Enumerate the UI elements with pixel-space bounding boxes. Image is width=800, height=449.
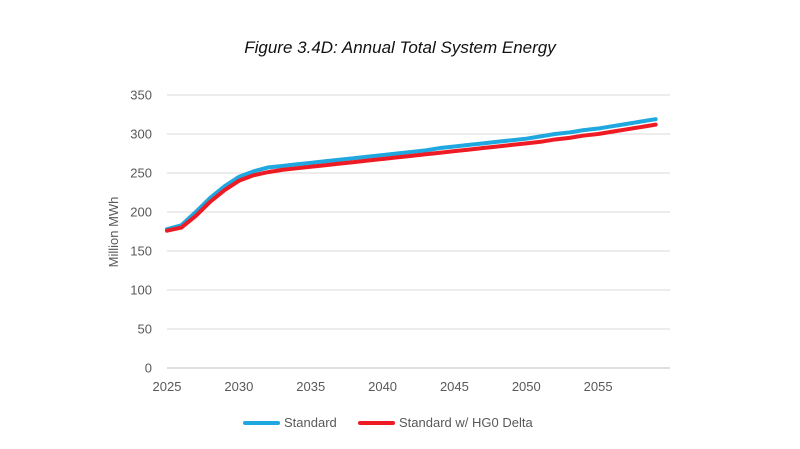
y-tick-label: 150 <box>130 244 152 259</box>
legend-label-standard: Standard <box>284 415 337 430</box>
y-tick-label: 200 <box>130 205 152 220</box>
x-tick-label: 2050 <box>512 379 541 394</box>
legend: Standard Standard w/ HG0 Delta <box>243 415 533 430</box>
y-axis-label: Million MWh <box>106 197 121 268</box>
y-tick-label: 50 <box>138 322 152 337</box>
series-line-hg0-delta <box>165 122 658 233</box>
x-tick-label: 2045 <box>440 379 469 394</box>
x-tick-label: 2040 <box>368 379 397 394</box>
x-tick-label: 2055 <box>584 379 613 394</box>
y-tick-label: 350 <box>130 88 152 103</box>
legend-label-hg0-delta: Standard w/ HG0 Delta <box>399 415 533 430</box>
y-axis-ticks: 0 50 100 150 200 250 300 350 <box>130 88 152 376</box>
series-group <box>165 117 658 233</box>
y-tick-label: 100 <box>130 283 152 298</box>
x-tick-label: 2030 <box>224 379 253 394</box>
chart-title: Figure 3.4D: Annual Total System Energy <box>244 38 556 57</box>
series-line-standard <box>165 117 658 232</box>
x-axis-ticks: 2025 2030 2035 2040 2045 2050 2055 <box>153 379 613 394</box>
y-tick-label: 0 <box>145 361 152 376</box>
y-tick-label: 300 <box>130 127 152 142</box>
y-tick-label: 250 <box>130 166 152 181</box>
x-tick-label: 2025 <box>153 379 182 394</box>
x-tick-label: 2035 <box>296 379 325 394</box>
